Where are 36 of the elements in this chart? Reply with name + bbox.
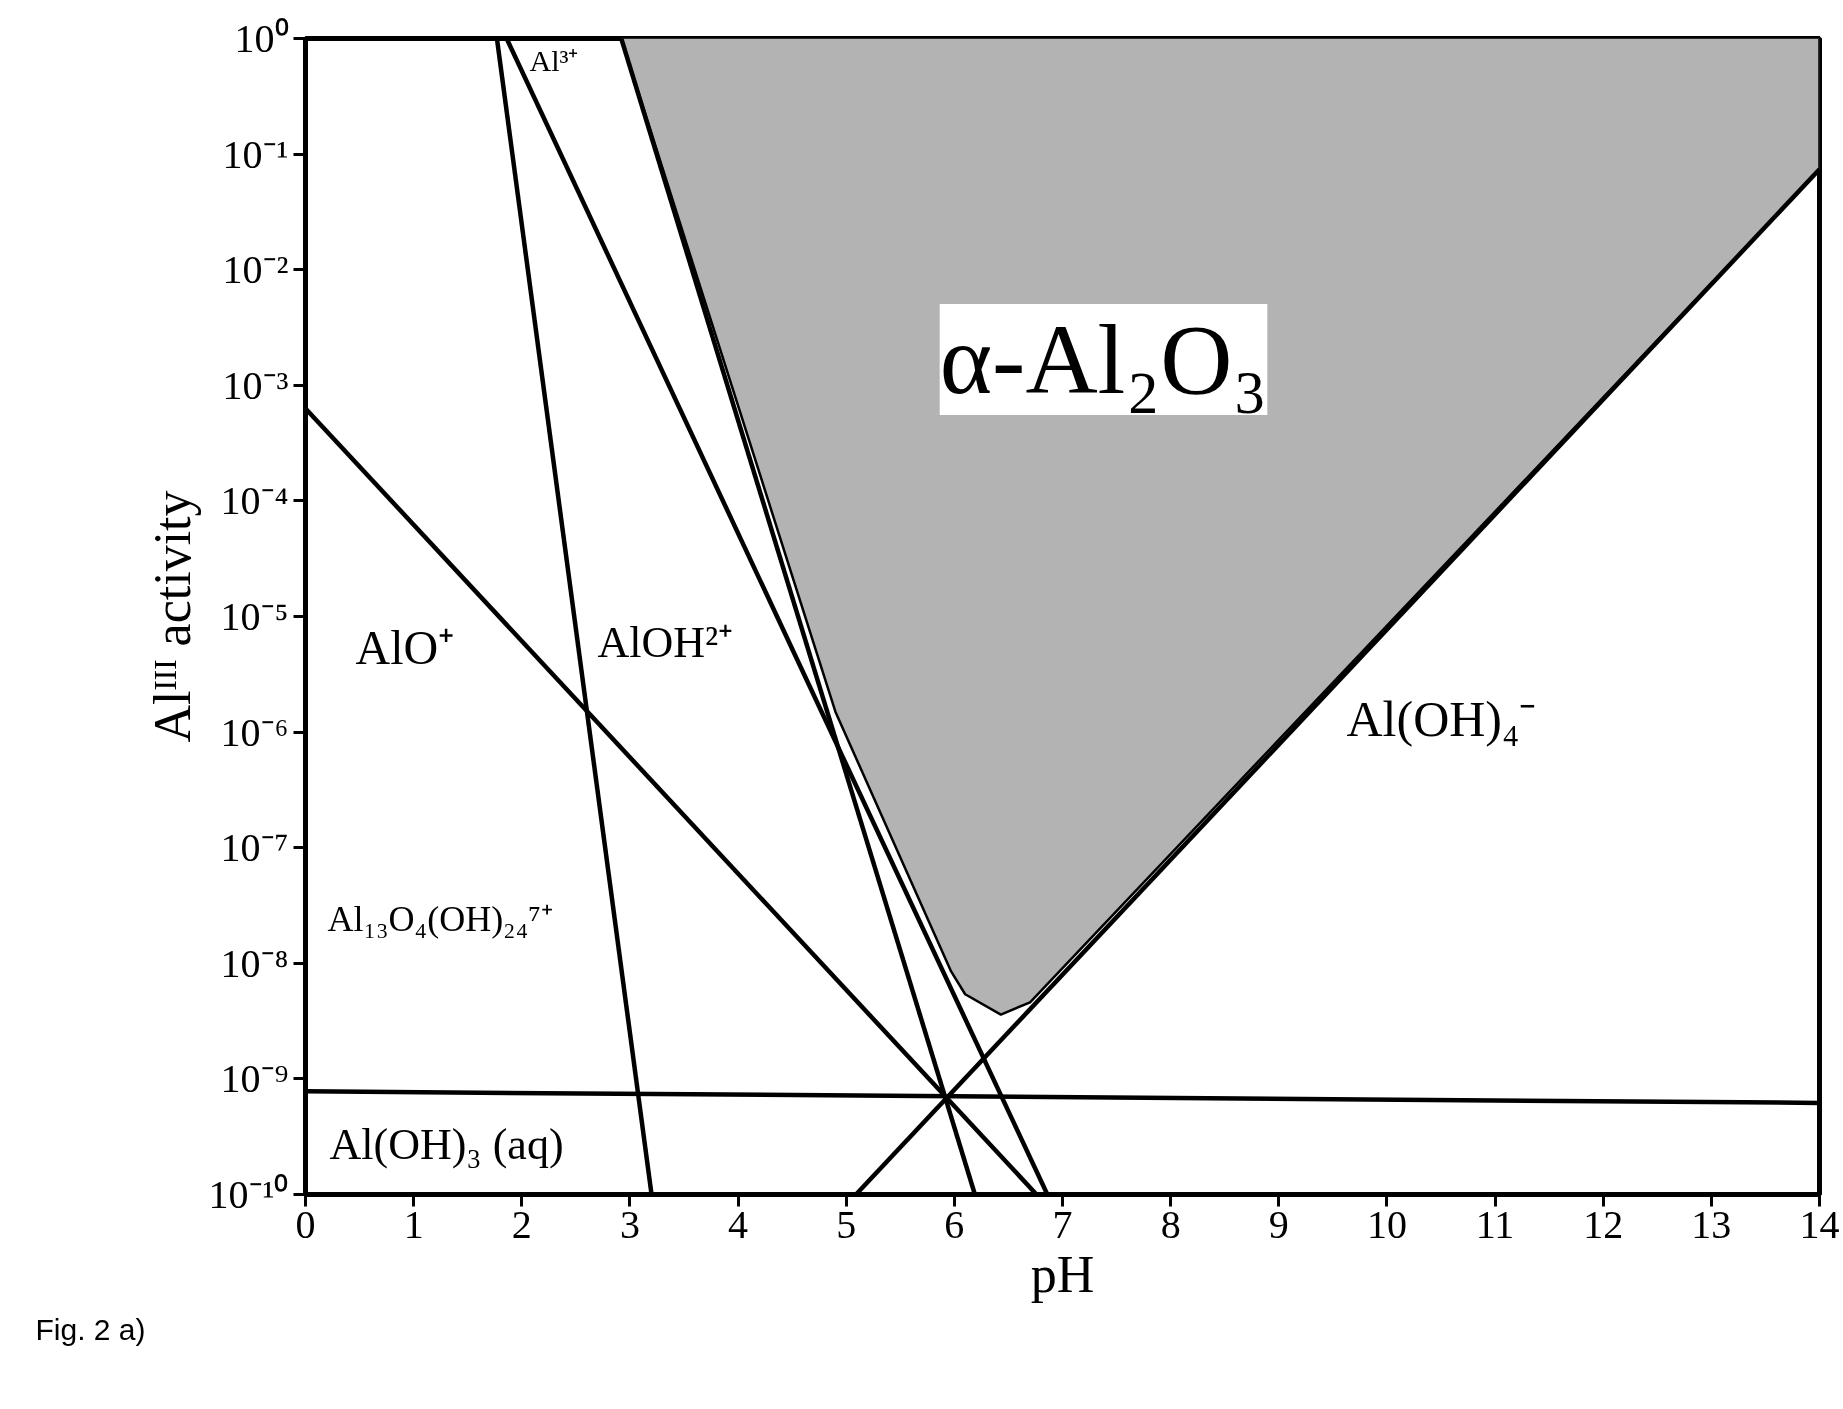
annotation: Al(OH)₃ (aq) xyxy=(329,1120,564,1169)
y-axis-title: Alᴵᴵᴵ activity xyxy=(143,490,201,743)
x-tick-label: 6 xyxy=(944,1201,965,1247)
x-tick-label: 3 xyxy=(619,1201,640,1247)
y-tick-label: 10⁰ xyxy=(234,16,289,61)
x-tick-label: 7 xyxy=(1052,1201,1073,1247)
x-tick-label: 2 xyxy=(511,1201,532,1247)
y-tick-label: 10⁻¹⁰ xyxy=(208,1172,289,1217)
x-tick-label: 9 xyxy=(1268,1201,1289,1247)
annotation: α-Al₂O₃ xyxy=(939,304,1268,415)
x-tick-label: 8 xyxy=(1160,1201,1181,1247)
x-tick-label: 12 xyxy=(1583,1201,1624,1247)
annotation: AlOH²⁺ xyxy=(597,618,734,667)
y-tick-label: 10⁻³ xyxy=(222,362,289,408)
x-tick-label: 11 xyxy=(1475,1201,1515,1247)
x-tick-label: 1 xyxy=(403,1201,424,1247)
y-tick-label: 10⁻¹ xyxy=(222,131,289,177)
annotation: Al₁₃O₄(OH)₂₄⁷⁺ xyxy=(327,898,553,939)
y-tick-label: 10⁻⁷ xyxy=(220,825,289,871)
x-axis-title: pH xyxy=(1030,1245,1095,1303)
x-tick-label: 10 xyxy=(1366,1201,1407,1247)
x-tick-label: 13 xyxy=(1691,1201,1732,1247)
y-tick-label: 10⁻⁹ xyxy=(220,1056,289,1102)
x-tick-label: 4 xyxy=(728,1201,749,1247)
y-tick-label: 10⁻⁵ xyxy=(220,594,289,639)
x-tick-label: 5 xyxy=(836,1201,857,1247)
y-tick-label: 10⁻² xyxy=(222,247,289,293)
annotation: AlO⁺ xyxy=(355,621,455,674)
y-tick-label: 10⁻⁶ xyxy=(220,709,289,755)
y-tick-label: 10⁻⁴ xyxy=(220,478,289,524)
annotation: Al³⁺ xyxy=(529,44,579,77)
caption: Fig. 2 a) xyxy=(35,1312,146,1346)
y-tick-label: 10⁻⁸ xyxy=(220,940,289,986)
annotation: Al(OH)₄⁻ xyxy=(1346,690,1537,747)
x-tick-label: 0 xyxy=(295,1201,316,1247)
x-tick-label: 14 xyxy=(1799,1201,1840,1247)
